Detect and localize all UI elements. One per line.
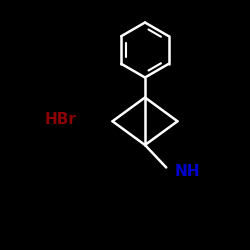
Text: NH: NH — [175, 164, 201, 179]
Text: HBr: HBr — [45, 112, 77, 128]
